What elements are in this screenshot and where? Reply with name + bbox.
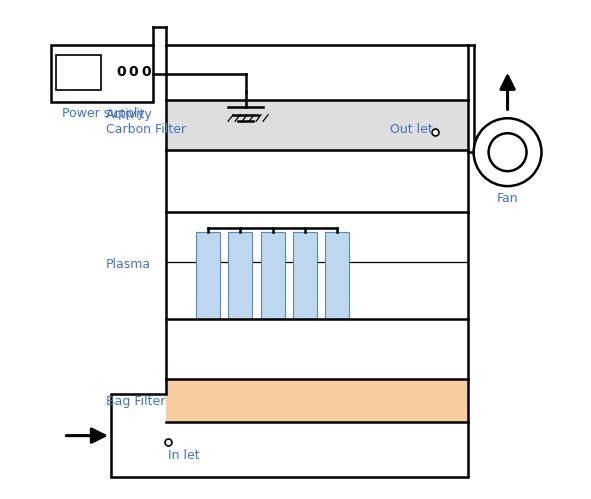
Text: Fan: Fan [497,192,518,205]
Text: 0: 0 [141,65,151,79]
Bar [228,232,252,319]
Bar [293,232,317,319]
Text: Bag Filter: Bag Filter [106,395,165,408]
Bar [111,394,467,477]
Circle shape [489,133,527,171]
Bar [51,45,153,102]
Text: Activity
Carbon Filter: Activity Carbon Filter [106,108,186,136]
Bar [56,55,101,90]
Text: Power supply: Power supply [62,107,145,120]
Bar [326,232,349,319]
Bar [165,45,467,394]
Text: In let: In let [168,449,200,462]
Bar [261,232,284,319]
Bar [165,379,467,422]
Circle shape [473,118,541,186]
Text: Out let: Out let [390,123,433,136]
Text: 0: 0 [128,65,138,79]
Text: 0: 0 [116,65,126,79]
Text: Plasma: Plasma [106,258,151,271]
Bar [196,232,220,319]
Bar [165,100,467,150]
